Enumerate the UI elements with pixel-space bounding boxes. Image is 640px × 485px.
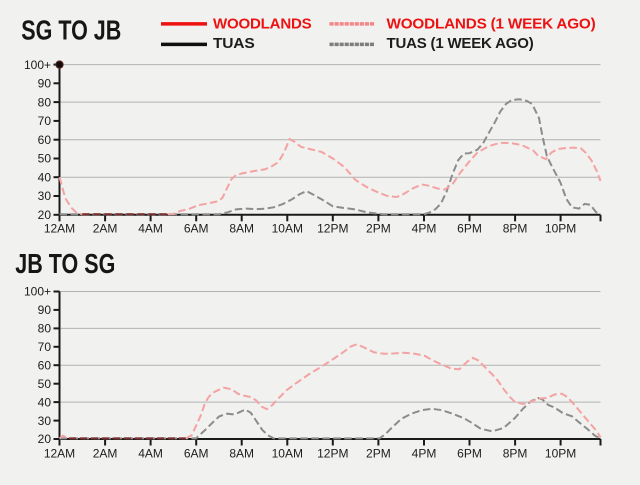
svg-text:50: 50 <box>38 377 52 391</box>
svg-text:4AM: 4AM <box>138 447 163 461</box>
svg-text:8PM: 8PM <box>503 222 528 236</box>
svg-text:100+: 100+ <box>24 285 51 299</box>
svg-text:2PM: 2PM <box>366 222 391 236</box>
svg-text:70: 70 <box>38 340 52 354</box>
svg-text:100+: 100+ <box>24 58 51 72</box>
svg-text:20: 20 <box>38 208 52 222</box>
svg-text:10PM: 10PM <box>545 222 576 236</box>
svg-text:30: 30 <box>38 414 52 428</box>
svg-text:TUAS: TUAS <box>213 35 255 52</box>
svg-text:70: 70 <box>38 114 52 128</box>
svg-text:6PM: 6PM <box>457 222 482 236</box>
svg-text:80: 80 <box>38 95 52 109</box>
svg-text:WOODLANDS (1 WEEK AGO): WOODLANDS (1 WEEK AGO) <box>387 16 596 33</box>
svg-text:60: 60 <box>38 133 52 147</box>
svg-text:SG TO JB: SG TO JB <box>21 15 121 46</box>
svg-text:6PM: 6PM <box>457 447 482 461</box>
svg-text:30: 30 <box>38 189 52 203</box>
svg-text:2AM: 2AM <box>93 447 118 461</box>
svg-text:4AM: 4AM <box>138 222 163 236</box>
svg-text:50: 50 <box>38 152 52 166</box>
svg-text:WOODLANDS: WOODLANDS <box>213 16 312 33</box>
svg-text:4PM: 4PM <box>412 447 437 461</box>
svg-text:6AM: 6AM <box>184 222 209 236</box>
svg-text:12PM: 12PM <box>317 222 348 236</box>
svg-text:10AM: 10AM <box>272 447 303 461</box>
svg-text:12AM: 12AM <box>44 222 75 236</box>
svg-text:TUAS (1 WEEK AGO): TUAS (1 WEEK AGO) <box>387 35 534 52</box>
svg-text:20: 20 <box>38 432 52 446</box>
svg-text:90: 90 <box>38 303 52 317</box>
svg-text:90: 90 <box>38 77 52 91</box>
svg-text:2PM: 2PM <box>366 447 391 461</box>
svg-text:4PM: 4PM <box>412 222 437 236</box>
svg-text:8PM: 8PM <box>503 447 528 461</box>
svg-text:10PM: 10PM <box>545 447 576 461</box>
svg-text:12AM: 12AM <box>44 447 75 461</box>
svg-text:10AM: 10AM <box>272 222 303 236</box>
svg-text:40: 40 <box>38 395 52 409</box>
svg-text:6AM: 6AM <box>184 447 209 461</box>
svg-text:80: 80 <box>38 322 52 336</box>
svg-text:2AM: 2AM <box>93 222 118 236</box>
svg-text:60: 60 <box>38 358 52 372</box>
svg-text:JB TO SG: JB TO SG <box>15 248 115 279</box>
svg-text:12PM: 12PM <box>317 447 348 461</box>
svg-text:8AM: 8AM <box>229 222 254 236</box>
svg-text:40: 40 <box>38 170 52 184</box>
svg-text:8AM: 8AM <box>229 447 254 461</box>
